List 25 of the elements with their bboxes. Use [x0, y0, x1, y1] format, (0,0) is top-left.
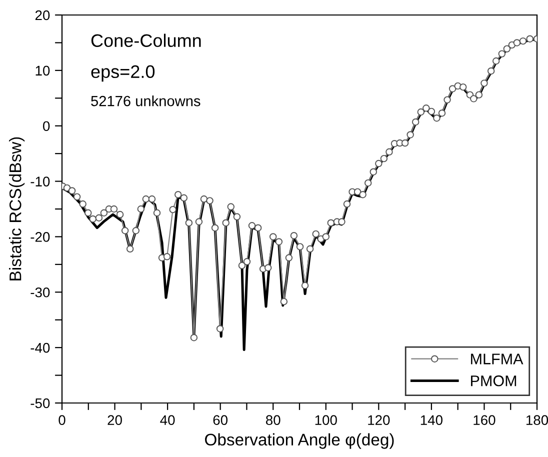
legend-label: PMOM	[471, 375, 516, 386]
y-tick-label: 20	[35, 10, 50, 20]
x-tick-label: 40	[160, 415, 175, 426]
y-tick-label: -40	[30, 342, 50, 353]
y-tick-label: -10	[30, 176, 50, 186]
y-tick-label: 10	[36, 66, 50, 76]
x-tick-label: 180	[526, 415, 548, 426]
y-axis-title: Bistatic RCS(dBsw)	[9, 137, 25, 280]
x-tick-label: 60	[213, 415, 228, 426]
x-tick-label: 160	[474, 415, 496, 426]
annotation: eps=2.0	[91, 65, 155, 82]
legend-label: MLFMA	[471, 354, 524, 364]
x-tick-label: 80	[266, 415, 280, 426]
x-tick-label: 120	[368, 415, 390, 426]
x-tick-label: 140	[420, 415, 442, 426]
annotation: 52176 unknowns	[91, 96, 200, 106]
y-tick-label: 0	[43, 121, 50, 132]
x-tick-label: 100	[315, 415, 337, 426]
x-tick-label: 20	[108, 415, 122, 426]
y-tick-label: -50	[30, 398, 50, 408]
x-axis-title: Observation Angle φ(deg)	[205, 433, 394, 449]
x-tick-label: 0	[58, 415, 66, 426]
annotation: Cone-Column	[91, 34, 201, 48]
y-tick-label: -30	[30, 287, 50, 298]
y-tick-label: -20	[30, 232, 50, 242]
